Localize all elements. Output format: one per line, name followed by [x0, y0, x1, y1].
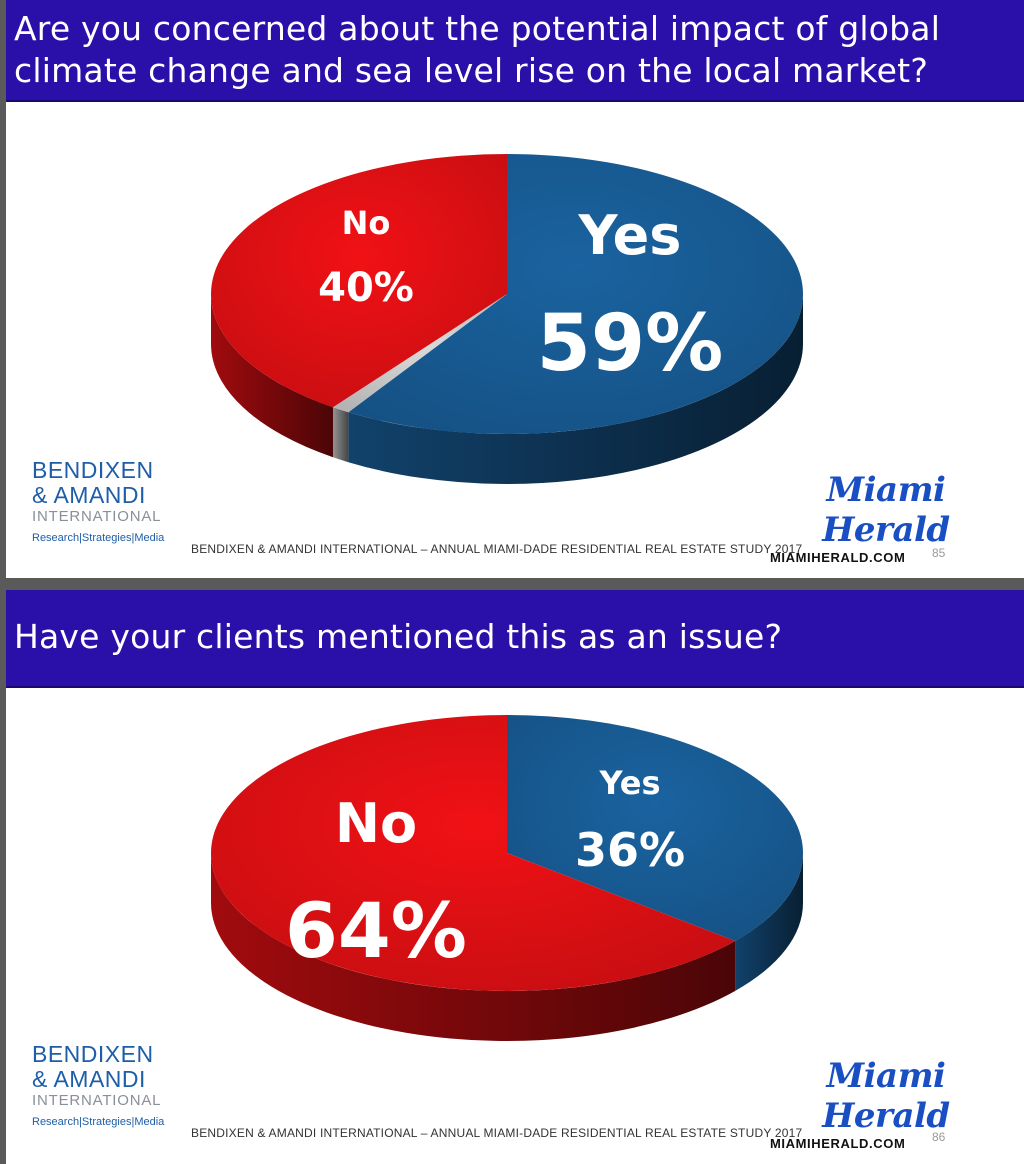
logo-text: BENDIXEN — [32, 457, 154, 483]
miami-herald-logo: Miami Herald MIAMIHERALD.COM — [766, 470, 1006, 566]
slice-name-label-dkna: DK/NA — [477, 125, 509, 135]
slice-name-label-no: No — [342, 204, 391, 242]
slide-footer: BENDIXEN & AMANDI INTERNATIONAL – ANNUAL… — [191, 542, 803, 556]
slice-value-label-yes: 36% — [575, 823, 685, 877]
logo-text: & AMANDI — [32, 482, 146, 508]
pie-chart: Yes 36% No 64% — [210, 715, 803, 1041]
slice-value-label-no: 64% — [285, 886, 467, 975]
slice-value-label-yes: 59% — [537, 299, 724, 389]
pie-slice-dkna — [333, 294, 507, 413]
bendixen-amandi-logo: BENDIXEN & AMANDI INTERNATIONAL Research… — [32, 1042, 164, 1132]
pie-slice-side-no — [211, 853, 736, 1041]
pie-slice-yes — [507, 715, 803, 941]
slide-86: Have your clients mentioned this as an i… — [6, 590, 1024, 1164]
logo-text: INTERNATIONAL — [32, 508, 162, 525]
slide-title: Have your clients mentioned this as an i… — [14, 617, 783, 656]
slice-value-label-no: 40% — [318, 265, 414, 311]
logo-text: & AMANDI — [32, 1066, 146, 1092]
page-number: 85 — [932, 546, 946, 560]
logo-text: INTERNATIONAL — [32, 1092, 162, 1109]
title-banner: Are you concerned about the potential im… — [6, 0, 1024, 102]
slide-footer: BENDIXEN & AMANDI INTERNATIONAL – ANNUAL… — [191, 1126, 803, 1140]
title-banner: Have your clients mentioned this as an i… — [6, 590, 1024, 688]
pie-slice-side-yes — [735, 853, 803, 991]
logo-wordmark: Miami Herald — [822, 1056, 950, 1136]
logo-url: MIAMIHERALD.COM — [770, 1136, 906, 1151]
slice-value-label-dkna: 1% — [485, 139, 500, 149]
slice-name-label-yes: Yes — [578, 204, 682, 267]
pie-slice-yes — [348, 154, 804, 435]
logo-tagline: Research|Strategies|Media — [32, 1116, 165, 1128]
slide-title: Are you concerned about the potential im… — [14, 9, 941, 90]
pie-slice-no — [210, 715, 736, 991]
pie-slice-side-no — [211, 294, 334, 458]
pie-slice-side-dkna — [333, 407, 349, 463]
slide-85: Are you concerned about the potential im… — [6, 0, 1024, 578]
slice-name-label-yes: Yes — [599, 764, 661, 802]
bendixen-amandi-logo: BENDIXEN & AMANDI INTERNATIONAL Research… — [32, 458, 164, 548]
logo-url: MIAMIHERALD.COM — [770, 550, 906, 565]
logo-text: BENDIXEN — [32, 1041, 154, 1067]
miami-herald-logo: Miami Herald MIAMIHERALD.COM — [766, 1056, 1006, 1152]
pie-slice-no — [210, 154, 507, 408]
logo-wordmark: Miami Herald — [822, 470, 950, 550]
page-number: 86 — [932, 1130, 946, 1144]
pie-chart: Yes 59% DK/NA 1% No 40% — [210, 125, 804, 484]
slice-name-label-no: No — [335, 792, 417, 855]
logo-tagline: Research|Strategies|Media — [32, 532, 165, 544]
pie-slice-side-yes — [348, 294, 804, 484]
